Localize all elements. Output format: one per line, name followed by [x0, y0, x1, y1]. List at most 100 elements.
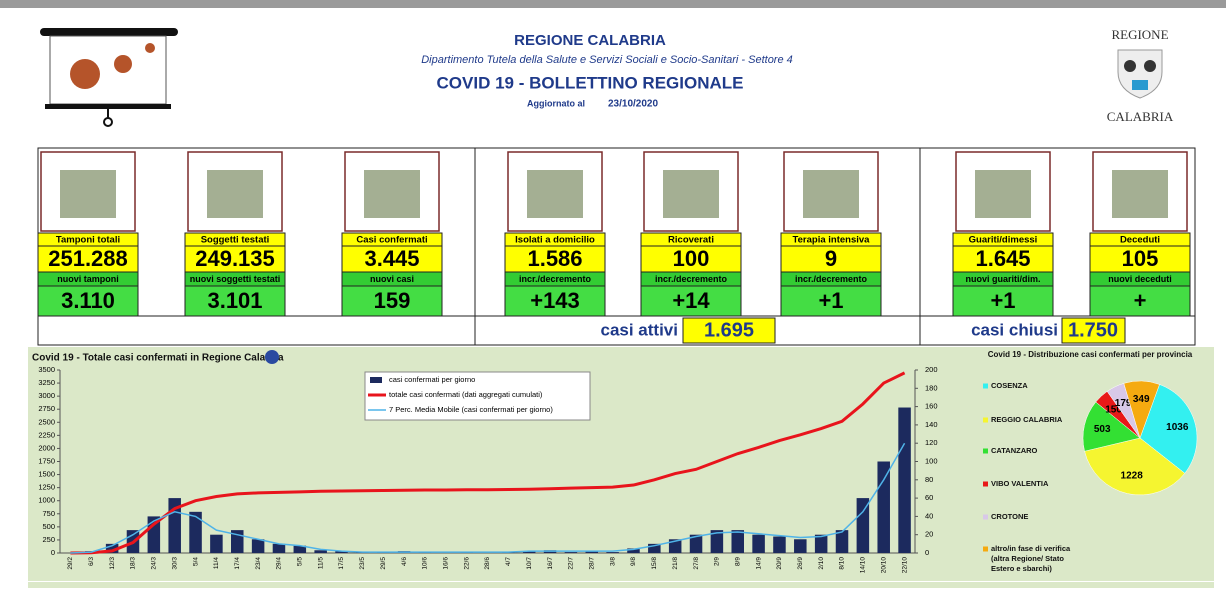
card-label: Soggetti testati [201, 235, 270, 246]
pie-legend-swatch [983, 417, 988, 423]
pie-legend-label: CATANZARO [991, 446, 1038, 455]
x-tick-label: 30/3 [171, 557, 178, 570]
card-value: 3.445 [364, 246, 419, 271]
y2-tick-label: 40 [925, 511, 933, 520]
pie-value-label: 503 [1094, 424, 1111, 435]
bar [251, 539, 265, 553]
subvalue-box [504, 285, 606, 317]
y2-tick-label: 180 [925, 383, 938, 392]
active-box [682, 317, 776, 344]
y-tick-label: 750 [42, 509, 55, 518]
pie-legend-swatch [983, 481, 988, 487]
x-tick-label: 2/9 [714, 557, 721, 566]
icon-figure [527, 170, 583, 218]
card-sublabel: nuovi soggetti testati [190, 274, 281, 284]
x-tick-label: 28/7 [588, 557, 595, 570]
pie-slice [1139, 384, 1198, 474]
pie-title: Covid 19 - Distribuzione casi confermati… [987, 350, 1193, 359]
x-tick-label: 24/3 [151, 557, 158, 570]
value-box [780, 245, 882, 273]
card-label: Isolati a domicilio [515, 235, 595, 246]
bar [710, 530, 724, 553]
x-tick-label: 9/8 [630, 557, 637, 566]
bar [898, 407, 911, 553]
x-tick-label: 14/10 [860, 557, 867, 574]
y-tick-label: 250 [42, 535, 55, 544]
bar [585, 551, 599, 553]
icon-figure [364, 170, 420, 218]
icon-figure [975, 170, 1031, 218]
x-tick-label: 5/5 [297, 557, 304, 566]
y-tick-label: 1000 [38, 496, 55, 505]
top-bar [0, 0, 1226, 8]
bar [877, 461, 890, 553]
value-box [640, 245, 742, 273]
x-tick-label: 11/5 [317, 557, 324, 570]
title-logo [265, 350, 279, 364]
active-value: 1.695 [704, 319, 754, 341]
header-icon [40, 28, 178, 127]
y-tick-label: 3250 [38, 378, 55, 387]
card-subvalue: +143 [530, 288, 580, 313]
x-tick-label: 23/5 [359, 557, 366, 570]
pie-legend-label: COSENZA [991, 381, 1028, 390]
bar [293, 545, 307, 553]
bar [272, 543, 286, 553]
logo-bottom: CALABRIA [1107, 109, 1174, 124]
card-subvalue: 159 [374, 288, 411, 313]
card-subvalue: +14 [672, 288, 710, 313]
x-tick-label: 4/7 [505, 557, 512, 566]
x-tick-label: 22/6 [463, 557, 470, 570]
x-tick-label: 17/4 [234, 557, 241, 570]
bar [335, 551, 348, 553]
y2-tick-label: 200 [925, 365, 938, 374]
value-box [1089, 245, 1191, 273]
bar [522, 551, 536, 553]
y-tick-label: 1250 [38, 483, 55, 492]
pie-value-label: 349 [1133, 394, 1150, 405]
y2-tick-label: 120 [925, 438, 938, 447]
card-value: 105 [1122, 246, 1159, 271]
value-box [37, 245, 139, 273]
subvalue-box [952, 285, 1054, 317]
bar [773, 536, 786, 553]
bar [105, 543, 119, 553]
pie-legend-swatch [983, 546, 988, 552]
closed-label: casi chiusi [971, 320, 1058, 339]
card-sublabel: nuovi tamponi [57, 274, 119, 284]
card-sublabel: nuovi deceduti [1108, 274, 1172, 284]
y-tick-label: 2000 [38, 443, 55, 452]
subvalue-box [37, 285, 139, 317]
pie-value-label: 179 [1115, 398, 1132, 409]
bar [752, 534, 765, 553]
x-tick-label: 27/8 [693, 557, 700, 570]
x-tick-label: 10/6 [422, 557, 429, 570]
region: REGIONE CALABRIA [514, 32, 666, 49]
pie-legend-swatch [983, 383, 988, 389]
x-tick-label: 23/4 [255, 557, 262, 570]
card-value: 1.645 [975, 246, 1030, 271]
x-tick-label: 5/4 [192, 557, 199, 566]
pie-legend-box: VIBO VALENTIA [991, 479, 1048, 488]
card-subvalue: +1 [818, 288, 843, 313]
x-tick-label: 29/5 [380, 557, 387, 570]
card-subvalue: +1 [990, 288, 1015, 313]
value-box [952, 245, 1054, 273]
card-value: 9 [825, 246, 837, 271]
value-box [504, 245, 606, 273]
pie-slice [1082, 401, 1141, 452]
card-label: Terapia intensiva [793, 235, 871, 246]
icon-figure [207, 170, 263, 218]
card-subvalue: 3.110 [61, 288, 115, 313]
x-tick-label: 3/8 [609, 557, 616, 566]
card-label: Guariti/dimessi [969, 235, 1038, 246]
bar [689, 534, 703, 553]
logo-top: REGIONE [1111, 27, 1168, 42]
icon-figure [1112, 170, 1168, 218]
y2-tick-label: 60 [925, 493, 933, 502]
bar [314, 550, 327, 553]
x-tick-label: 8/9 [734, 557, 741, 566]
y2-tick-label: 140 [925, 420, 938, 429]
y-tick-label: 1750 [38, 456, 55, 465]
